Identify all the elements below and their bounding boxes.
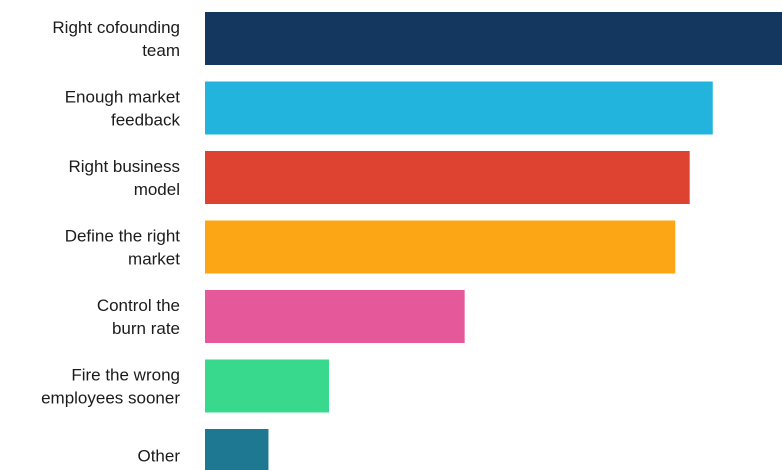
category-label-line: burn rate	[112, 319, 180, 338]
category-label-line: employees sooner	[41, 389, 180, 408]
bar-1	[205, 81, 713, 135]
category-label-line: Enough market	[65, 88, 181, 107]
category-label-line: Other	[137, 447, 180, 466]
category-label-line: Control the	[97, 296, 180, 315]
category-label-line: Define the right	[65, 227, 181, 246]
category-label: Define the right market	[65, 227, 181, 269]
category-label: Other	[137, 447, 180, 466]
category-label-line: model	[134, 180, 180, 199]
category-label: Fire the wrong employees sooner	[41, 366, 180, 408]
category-label-line: market	[128, 250, 180, 269]
category-label: Right business model	[68, 157, 180, 199]
bar-6	[205, 429, 269, 470]
category-labels-group: Right cofounding team Enough market feedbac…	[41, 18, 180, 466]
category-label-line: feedback	[111, 111, 180, 130]
bars-group	[205, 12, 782, 470]
category-label-line: Right business	[68, 157, 180, 176]
category-label: Control the burn rate	[97, 296, 180, 338]
category-label: Right cofounding team	[52, 18, 180, 60]
bar-2	[205, 151, 690, 204]
category-label-line: Fire the wrong	[71, 366, 180, 385]
bar-4	[205, 290, 465, 343]
category-label-line: team	[142, 41, 180, 60]
category-label-line: Right cofounding	[52, 18, 180, 37]
bar-3	[205, 220, 676, 274]
bar-0	[205, 12, 782, 65]
bar-5	[205, 359, 330, 413]
category-label: Enough market feedback	[65, 88, 181, 130]
